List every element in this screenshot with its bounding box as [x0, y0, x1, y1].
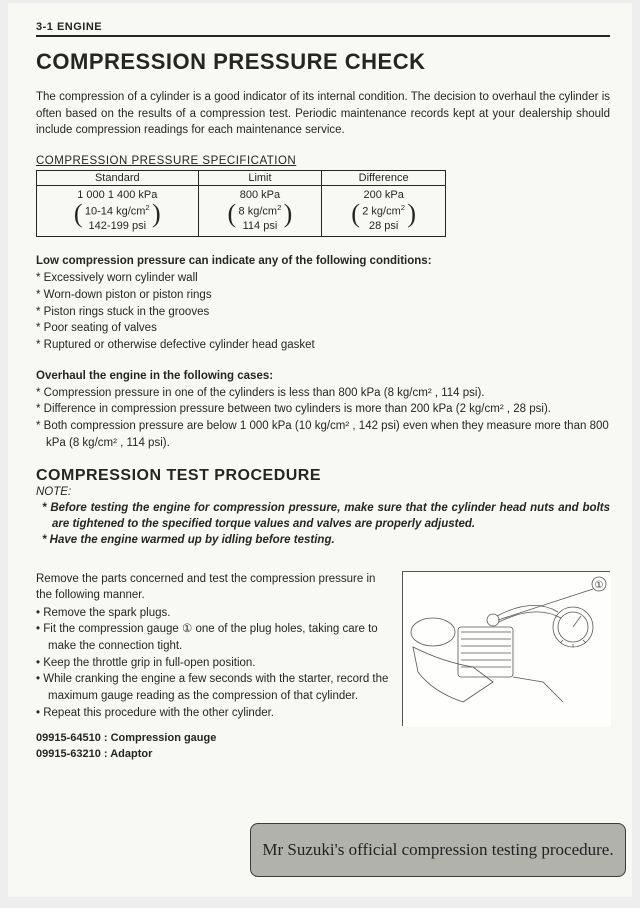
- figure-callout-1: ①: [595, 580, 604, 591]
- spec-table: Standard Limit Difference 1 000 1 400 kP…: [36, 170, 446, 237]
- procedure-intro: Remove the parts concerned and test the …: [36, 571, 391, 603]
- low-compression-heading: Low compression pressure can indicate an…: [36, 255, 610, 267]
- list-item: Have the engine warmed up by idling befo…: [36, 532, 610, 548]
- list-item: Remove the spark plugs.: [36, 605, 391, 622]
- th-difference: Difference: [322, 171, 446, 186]
- list-item: Both compression pressure are below 1 00…: [36, 418, 610, 451]
- part-adaptor: 09915-63210 : Adaptor: [36, 747, 391, 762]
- list-item: Compression pressure in one of the cylin…: [36, 385, 610, 402]
- list-item: Keep the throttle grip in full-open posi…: [36, 655, 391, 672]
- low-compression-list: Excessively worn cylinder wall Worn-down…: [36, 270, 610, 353]
- overhaul-list: Compression pressure in one of the cylin…: [36, 385, 610, 452]
- list-item: Piston rings stuck in the grooves: [36, 304, 610, 321]
- note-label: NOTE:: [36, 486, 610, 498]
- intro-paragraph: The compression of a cylinder is a good …: [36, 89, 610, 139]
- th-standard: Standard: [37, 171, 199, 186]
- list-item: Excessively worn cylinder wall: [36, 270, 610, 287]
- list-item: Fit the compression gauge ① one of the p…: [36, 621, 391, 654]
- cell-standard: 1 000 1 400 kPa 10-14 kg/cm2142-199 psi: [37, 186, 199, 237]
- procedure-steps: Remove the spark plugs. Fit the compress…: [36, 605, 391, 722]
- note-list: Before testing the engine for compressio…: [36, 500, 610, 548]
- procedure-section: Remove the parts concerned and test the …: [36, 571, 610, 763]
- th-limit: Limit: [198, 171, 322, 186]
- part-gauge: 09915-64510 : Compression gauge: [36, 731, 391, 746]
- caption-box: Mr Suzuki's official compression testing…: [250, 823, 626, 877]
- list-item: Repeat this procedure with the other cyl…: [36, 705, 391, 722]
- list-item: Worn-down piston or piston rings: [36, 287, 610, 304]
- cell-limit: 800 kPa 8 kg/cm2114 psi: [198, 186, 322, 237]
- list-item: Difference in compression pressure betwe…: [36, 401, 610, 418]
- manual-page: 3-1 ENGINE COMPRESSION PRESSURE CHECK Th…: [8, 3, 632, 897]
- page-title: COMPRESSION PRESSURE CHECK: [36, 49, 610, 75]
- list-item: Before testing the engine for compressio…: [36, 500, 610, 532]
- spec-heading: COMPRESSION PRESSURE SPECIFICATION: [36, 155, 610, 167]
- list-item: While cranking the engine a few seconds …: [36, 671, 391, 704]
- procedure-title: COMPRESSION TEST PROCEDURE: [36, 467, 610, 485]
- page-header: 3-1 ENGINE: [36, 21, 610, 37]
- overhaul-heading: Overhaul the engine in the following cas…: [36, 370, 610, 382]
- engine-figure: ①: [402, 571, 610, 726]
- list-item: Ruptured or otherwise defective cylinder…: [36, 337, 610, 354]
- part-numbers: 09915-64510 : Compression gauge 09915-63…: [36, 731, 391, 762]
- list-item: Poor seating of valves: [36, 320, 610, 337]
- cell-difference: 200 kPa 2 kg/cm228 psi: [322, 186, 446, 237]
